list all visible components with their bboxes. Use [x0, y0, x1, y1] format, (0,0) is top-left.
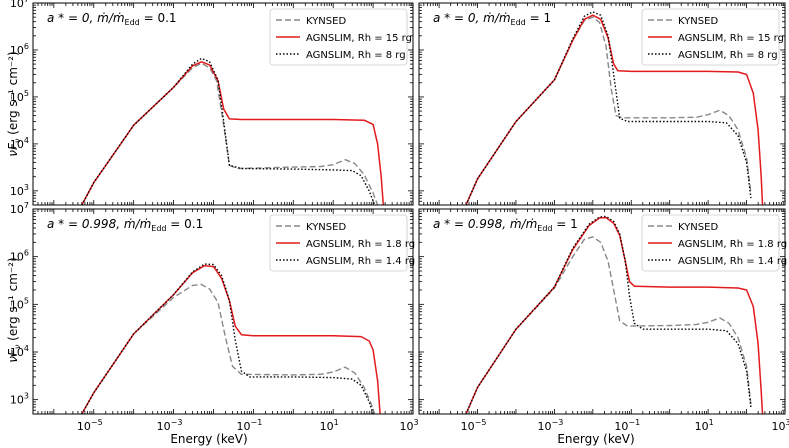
legend: KYNSED AGNSLIM, Rh = 1.8 rg AGNSLIM, Rh = …: [641, 214, 787, 272]
legend-entry: AGNSLIM, Rh = 1.4 rg: [306, 256, 415, 267]
panel-4: 10−5 10−3 10−1 101 103 a * = 0.998, ṁ/ṁEdd = …: [418, 208, 789, 433]
y-tick-label: 103: [10, 183, 29, 198]
plot-frame: [32, 2, 414, 206]
x-axis-label-right: Energy (keV): [557, 432, 634, 446]
legend-entry: AGNSLIM, Rh = 1.8 rg: [306, 239, 415, 250]
legend-entry: AGNSLIM, Rh = 1.4 rg: [678, 256, 787, 267]
legend-entry: KYNSED: [678, 16, 718, 27]
ylabel-units: (erg s⁻¹ cm⁻²): [6, 257, 20, 344]
legend-entry: AGNSLIM, Rh = 15 rg: [306, 33, 412, 44]
series-line-3: [81, 263, 374, 414]
series-line-1: [465, 16, 752, 205]
x-tick-label: 101: [320, 418, 339, 433]
ylabel-sub: ν: [13, 344, 22, 349]
x-tick-label: 101: [695, 418, 714, 433]
y-tick-label: 107: [10, 0, 29, 10]
x-tick-label: 10−1: [236, 418, 262, 433]
legend-entry: AGNSLIM, Rh = 1.8 rg: [678, 239, 787, 250]
y-tick-label: 105: [10, 296, 29, 311]
legend-entry: AGNSLIM, Rh = 15 rg: [678, 33, 784, 44]
svg-text:νFν (erg s⁻¹ cm⁻²): νFν (erg s⁻¹ cm⁻²): [6, 257, 22, 362]
y-tick-label: 106: [10, 249, 29, 264]
series-line-2: [81, 61, 385, 205]
plot-frame: [418, 2, 786, 206]
y-tick-label: 104: [10, 344, 29, 359]
x-tick-label: 10−3: [157, 418, 183, 433]
plot-frame: [418, 208, 786, 415]
plot-frame: [32, 208, 414, 415]
legend: KYNSED AGNSLIM, Rh = 15 rg AGNSLIM, Rh = 8…: [269, 8, 412, 66]
x-tick-label: 103: [771, 418, 789, 433]
series-group: [465, 11, 764, 205]
svg-text:νFν (erg s⁻¹ cm⁻²): νFν (erg s⁻¹ cm⁻²): [6, 51, 22, 156]
panel-3: 107 106 105 104 103 10−5 10−3 10−1 101 103 a * = 0…: [10, 201, 419, 433]
legend-entry: KYNSED: [306, 16, 346, 27]
series-line-1: [81, 283, 376, 414]
y-tick-label: 107: [10, 201, 29, 216]
panel-title: a * = 0.998, ṁ/ṁEdd = 1: [433, 217, 578, 233]
x-tick-label: 10−5: [77, 418, 103, 433]
y-tick-label: 103: [10, 392, 29, 407]
y-axis-label-bottom: νFν (erg s⁻¹ cm⁻²): [6, 257, 22, 362]
legend-frame: [641, 214, 780, 272]
y-axis-label-top: νFν (erg s⁻¹ cm⁻²): [6, 51, 22, 156]
legend-entry: KYNSED: [678, 222, 718, 233]
panel-1: 107 106 105 104 103 a * = 0, ṁ/ṁEdd = 0.1 KYNS…: [10, 0, 414, 206]
legend: KYNSED AGNSLIM, Rh = 15 rg AGNSLIM, Rh = 8…: [641, 8, 784, 66]
series-line-2: [81, 264, 381, 414]
series-line-3: [465, 215, 752, 414]
x-tick-label: 10−5: [461, 418, 487, 433]
legend: KYNSED AGNSLIM, Rh = 1.8 rg AGNSLIM, Rh = …: [269, 214, 415, 272]
series-group: [465, 215, 764, 414]
x-axis-label-left: Energy (keV): [170, 432, 247, 446]
ylabel-units: (erg s⁻¹ cm⁻²): [6, 51, 20, 138]
panel-title: a * = 0.998, ṁ/ṁEdd = 0.1: [47, 217, 203, 233]
x-tick-label: 103: [399, 418, 418, 433]
panel-title: a * = 0, ṁ/ṁEdd = 1: [433, 11, 551, 27]
y-tick-label: 105: [10, 89, 29, 104]
legend-frame: [269, 8, 408, 66]
x-tick-label: 10−1: [614, 418, 640, 433]
series-line-1: [81, 62, 379, 205]
series-group: [81, 57, 385, 205]
legend-frame: [641, 8, 780, 66]
ylabel-main: νF: [6, 348, 20, 363]
series-group: [81, 263, 381, 414]
ylabel-main: νF: [6, 142, 20, 157]
x-tick-label: 10−3: [537, 418, 563, 433]
series-line-1: [465, 236, 752, 414]
panel-title: a * = 0, ṁ/ṁEdd = 0.1: [47, 11, 177, 27]
legend-entry: AGNSLIM, Rh = 8 rg: [306, 50, 406, 61]
panel-2: a * = 0, ṁ/ṁEdd = 1 KYNSED AGNSLIM, Rh = 1…: [418, 2, 786, 206]
legend-entry: AGNSLIM, Rh = 8 rg: [678, 50, 778, 61]
series-line-3: [465, 11, 752, 205]
series-line-3: [81, 57, 376, 205]
y-tick-label: 104: [10, 136, 29, 151]
legend-frame: [269, 214, 408, 272]
ylabel-sub: ν: [13, 138, 22, 143]
legend-entry: KYNSED: [306, 222, 346, 233]
y-tick-label: 106: [10, 42, 29, 57]
